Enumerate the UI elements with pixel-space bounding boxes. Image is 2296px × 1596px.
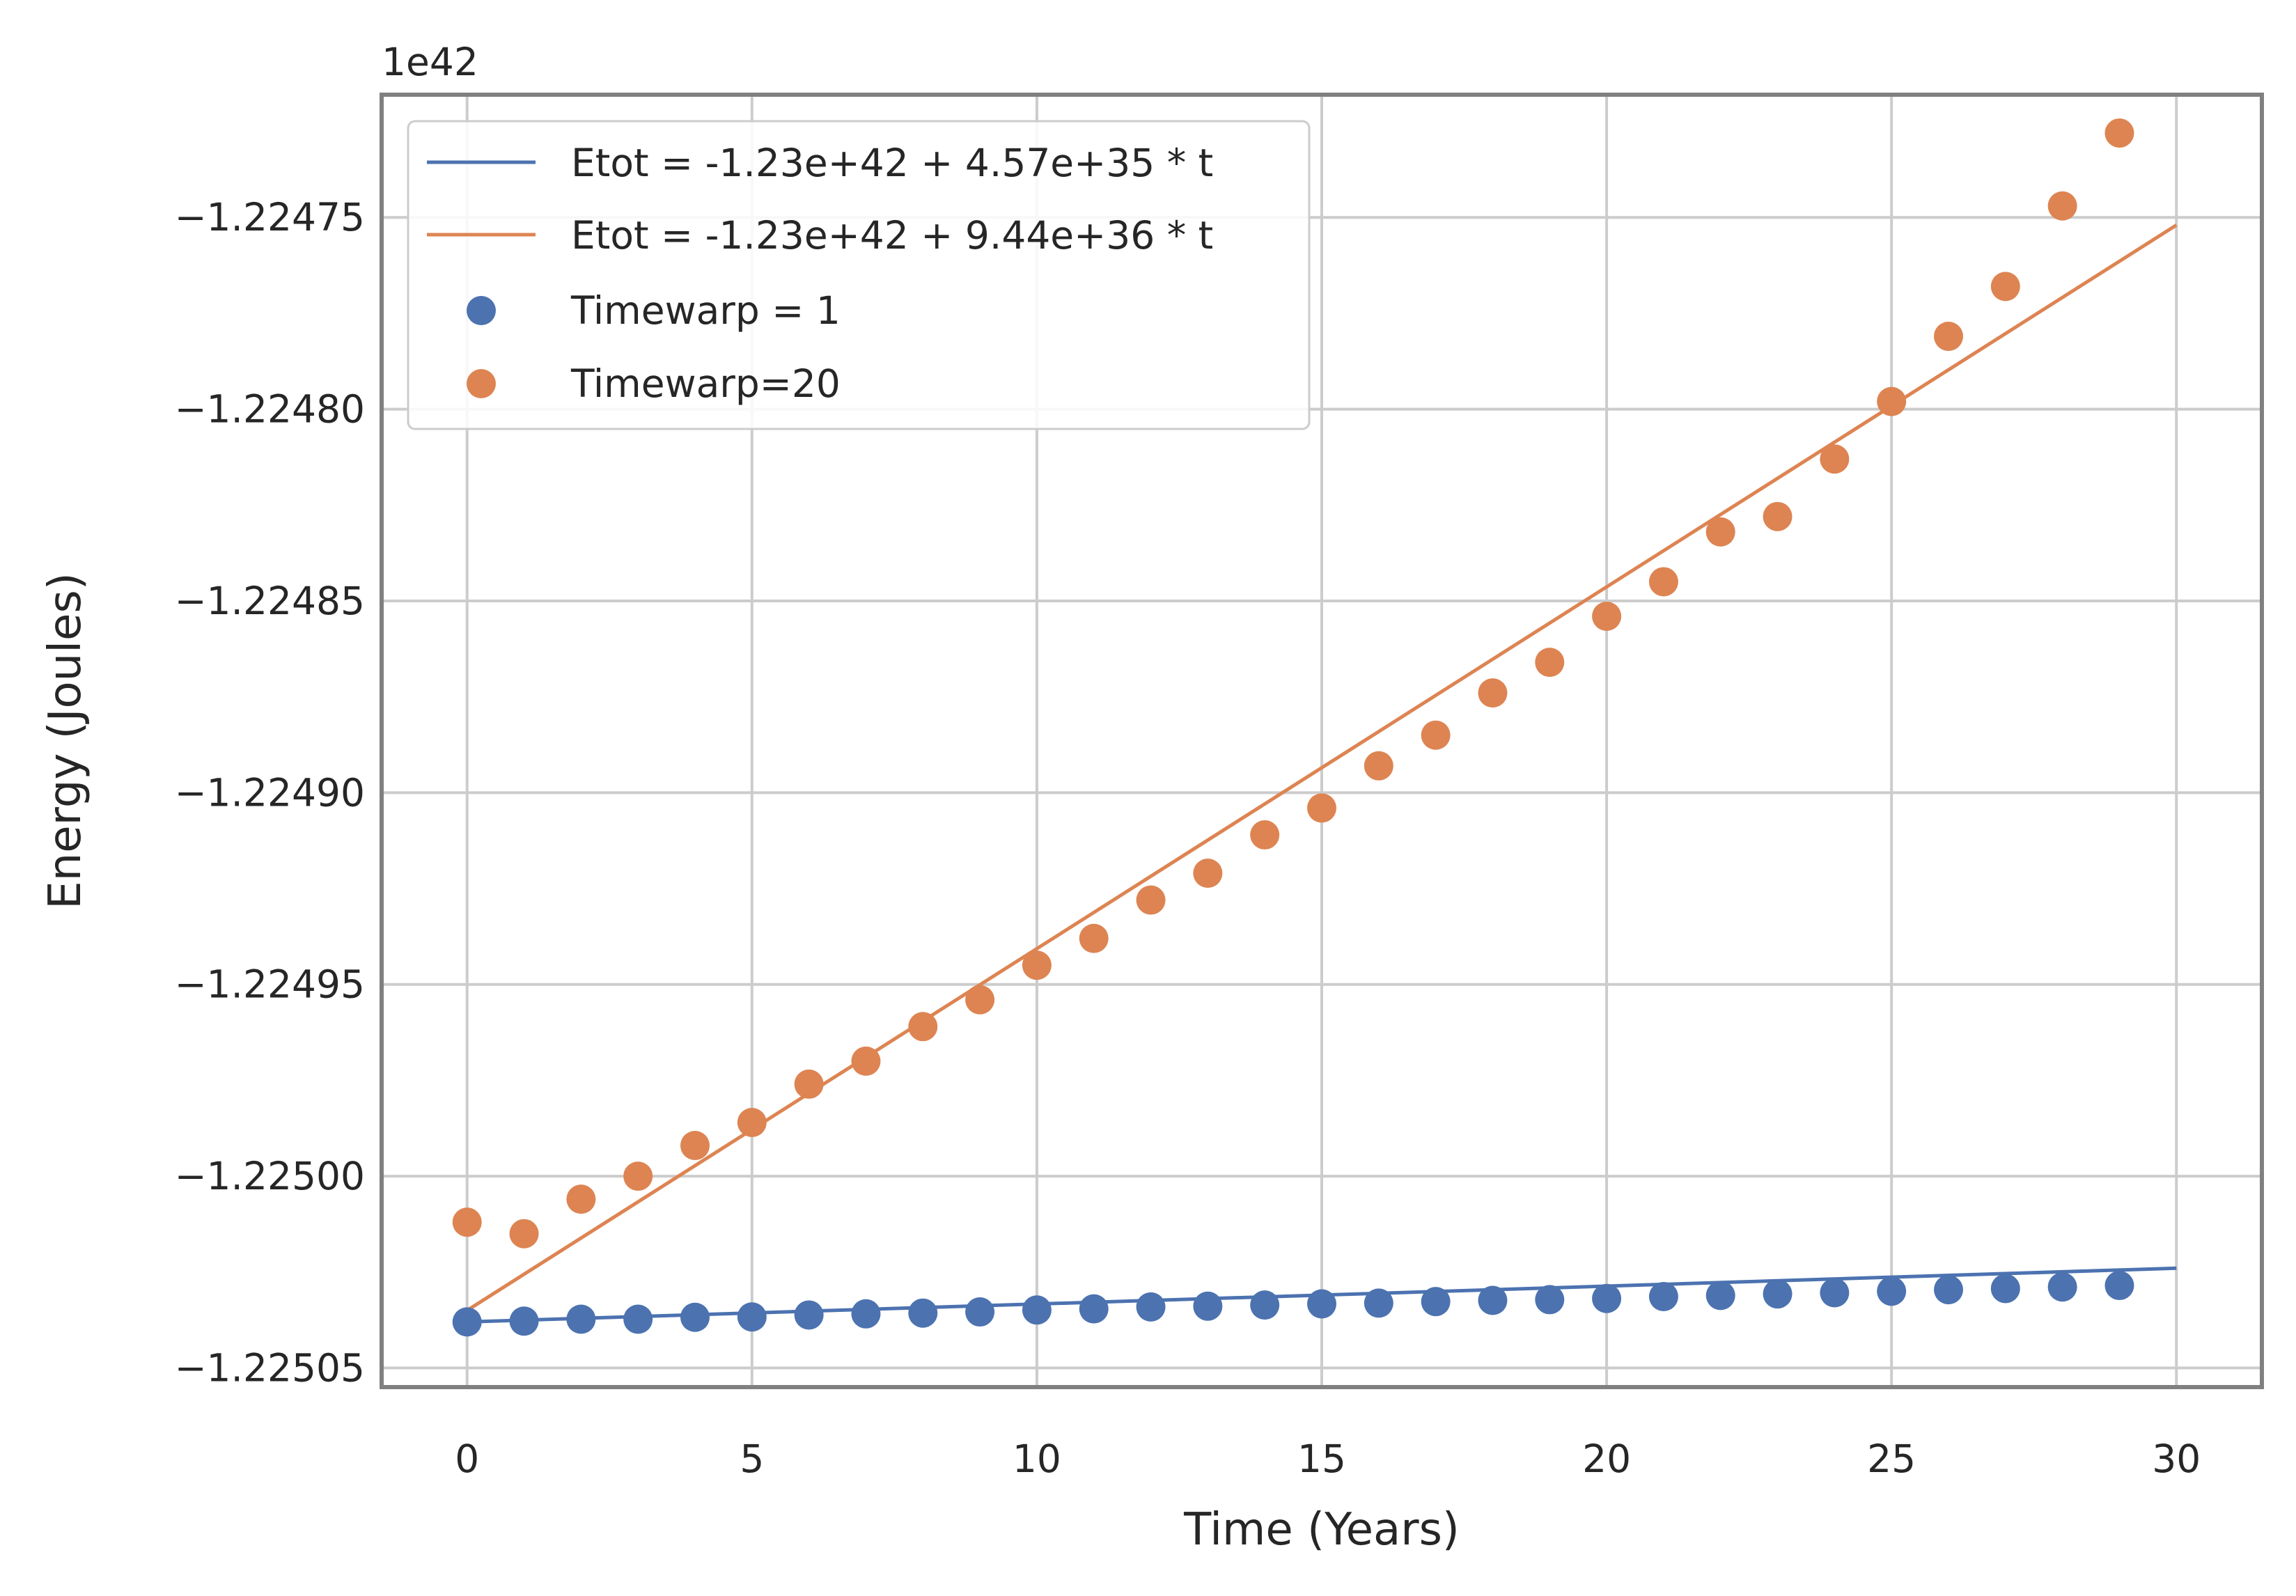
data-point-series-1 xyxy=(1364,1288,1393,1318)
scatter-points xyxy=(452,118,2134,1337)
plot-frame xyxy=(380,93,2264,1389)
data-point-series-2 xyxy=(1307,793,1336,823)
data-point-series-1 xyxy=(794,1300,824,1330)
legend-label-fit-1: Etot = -1.23e+42 + 4.57e+35 * t xyxy=(571,141,1213,185)
x-tick-label: 30 xyxy=(2152,1437,2201,1481)
data-point-series-1 xyxy=(1478,1285,1508,1315)
data-point-series-1 xyxy=(1535,1285,1565,1315)
y-tick-label: −1.22495 xyxy=(174,962,365,1007)
data-point-series-1 xyxy=(737,1302,767,1332)
data-point-series-2 xyxy=(1877,386,1907,416)
data-point-series-1 xyxy=(1990,1274,2020,1304)
data-point-series-1 xyxy=(509,1306,539,1336)
data-point-series-1 xyxy=(1934,1275,1963,1305)
data-point-series-1 xyxy=(566,1304,596,1334)
data-point-series-1 xyxy=(851,1299,881,1329)
data-point-series-2 xyxy=(737,1107,767,1137)
y-offset-text: 1e42 xyxy=(382,40,478,84)
data-point-series-2 xyxy=(509,1219,539,1249)
data-point-series-2 xyxy=(1478,678,1508,708)
data-point-series-1 xyxy=(1307,1289,1336,1319)
x-axis-ticks: 0 5 10 15 20 25 30 xyxy=(455,1437,2201,1481)
data-point-series-1 xyxy=(680,1302,710,1332)
data-point-series-2 xyxy=(1990,272,2020,302)
data-point-series-2 xyxy=(2104,118,2134,148)
data-point-series-2 xyxy=(908,1012,938,1042)
data-point-series-2 xyxy=(1648,567,1678,597)
data-point-series-2 xyxy=(1250,820,1280,850)
legend: Etot = -1.23e+42 + 4.57e+35 * t Etot = -… xyxy=(407,120,1311,430)
data-point-series-1 xyxy=(1193,1291,1223,1321)
data-point-series-2 xyxy=(1934,321,1963,351)
data-point-series-1 xyxy=(623,1304,653,1334)
y-tick-label: −1.22490 xyxy=(174,770,365,815)
legend-box xyxy=(407,120,1311,430)
x-axis-label: Time (Years) xyxy=(1183,1504,1460,1556)
data-point-series-2 xyxy=(794,1069,824,1099)
data-point-series-2 xyxy=(680,1131,710,1161)
data-point-series-2 xyxy=(1421,720,1451,750)
data-point-series-1 xyxy=(452,1307,482,1337)
data-point-series-1 xyxy=(1136,1292,1166,1322)
data-point-series-1 xyxy=(1763,1279,1793,1309)
x-tick-label: 20 xyxy=(1582,1437,1631,1481)
y-tick-label: −1.22480 xyxy=(174,387,365,432)
legend-marker-timewarp-1 xyxy=(467,296,496,325)
data-point-series-2 xyxy=(1364,751,1393,781)
y-axis-ticks: −1.22505 −1.22500 −1.22495 −1.22490 −1.22485… xyxy=(174,195,365,1390)
data-point-series-1 xyxy=(1648,1282,1678,1312)
data-point-series-2 xyxy=(1193,859,1223,889)
data-point-series-2 xyxy=(851,1046,881,1076)
data-point-series-2 xyxy=(1022,950,1052,980)
legend-label-fit-2: Etot = -1.23e+42 + 9.44e+36 * t xyxy=(571,213,1213,258)
x-tick-label: 15 xyxy=(1297,1437,1346,1481)
data-point-series-2 xyxy=(1592,602,1622,632)
y-tick-label: −1.22485 xyxy=(174,579,365,623)
x-tick-label: 25 xyxy=(1867,1437,1916,1481)
data-point-series-2 xyxy=(1705,517,1735,547)
data-point-series-1 xyxy=(1877,1276,1907,1306)
data-point-series-2 xyxy=(1763,501,1793,531)
data-point-series-1 xyxy=(1250,1290,1280,1320)
data-point-series-1 xyxy=(1820,1278,1850,1308)
x-tick-label: 10 xyxy=(1013,1437,1061,1481)
data-point-series-1 xyxy=(1079,1294,1109,1324)
data-point-series-2 xyxy=(2047,191,2077,221)
data-point-series-1 xyxy=(908,1298,938,1328)
y-tick-label: −1.22505 xyxy=(174,1345,365,1390)
y-axis-label: Energy (Joules) xyxy=(40,572,91,909)
data-point-series-1 xyxy=(965,1297,995,1327)
data-point-series-2 xyxy=(1079,923,1109,953)
data-point-series-2 xyxy=(1820,444,1850,474)
x-tick-label: 5 xyxy=(740,1437,764,1481)
legend-marker-timewarp-20 xyxy=(467,369,496,398)
x-tick-label: 0 xyxy=(455,1437,479,1481)
data-point-series-1 xyxy=(1421,1287,1451,1317)
legend-label-timewarp-20: Timewarp=20 xyxy=(570,361,841,406)
data-point-series-2 xyxy=(965,985,995,1015)
data-point-series-2 xyxy=(452,1207,482,1237)
data-point-series-1 xyxy=(2047,1272,2077,1302)
data-point-series-2 xyxy=(623,1161,653,1191)
data-point-series-1 xyxy=(1592,1283,1622,1313)
legend-label-timewarp-1: Timewarp = 1 xyxy=(570,288,841,333)
data-point-series-2 xyxy=(1136,885,1166,915)
data-point-series-2 xyxy=(1535,648,1565,678)
data-point-series-2 xyxy=(566,1184,596,1214)
y-tick-label: −1.22500 xyxy=(174,1154,365,1198)
data-point-series-1 xyxy=(1705,1281,1735,1311)
data-point-series-1 xyxy=(1022,1295,1052,1325)
y-tick-label: −1.22475 xyxy=(174,195,365,240)
data-point-series-1 xyxy=(2104,1271,2134,1301)
